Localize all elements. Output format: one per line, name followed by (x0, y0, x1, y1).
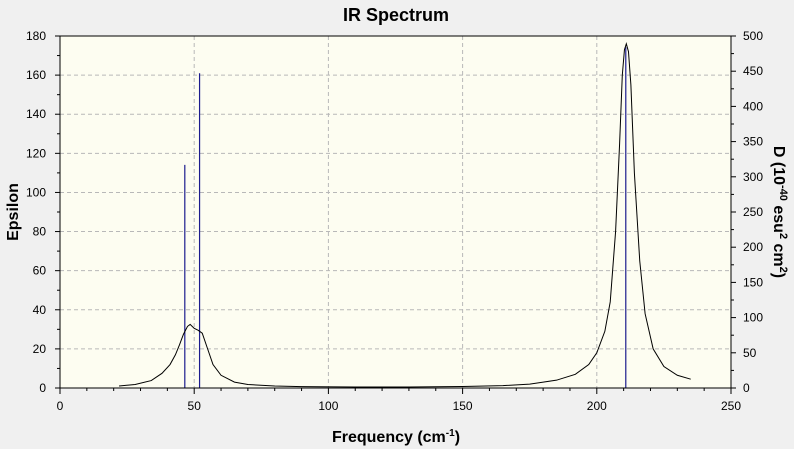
y2-label-part: ) (770, 273, 787, 278)
x-axis-label-end: ) (455, 429, 460, 446)
x-axis-label: Frequency (cm-1) (332, 428, 460, 446)
y2-tick-label: 500 (743, 29, 763, 43)
x-tick-label: 200 (587, 399, 607, 413)
y2-axis-ticks: 0 50 100 150 200 250 300 350 400 450 500 (731, 29, 763, 395)
x-tick-label: 0 (57, 399, 64, 413)
y2-tick-label: 350 (743, 135, 763, 149)
y2-tick-label: 150 (743, 275, 763, 289)
y2-label-part: cm (770, 239, 787, 267)
y-axis-ticks: 0 20 40 60 80 100 120 140 160 180 (26, 29, 60, 395)
stick-spectrum (184, 47, 627, 388)
y2-tick-label: 200 (743, 240, 763, 254)
y2-tick-label: 0 (743, 381, 750, 395)
y-tick-label: 20 (33, 342, 47, 356)
y2-label-part: D (10 (770, 146, 787, 185)
x-tick-label: 250 (721, 399, 741, 413)
x-axis-ticks: 0 50 100 150 200 250 (57, 388, 741, 413)
y2-label-part: 2 (777, 233, 789, 239)
y-tick-label: 160 (26, 68, 46, 82)
y2-tick-label: 50 (743, 346, 757, 360)
grid-lines (60, 36, 731, 388)
x-axis-label-superscript: -1 (446, 428, 455, 439)
x-axis-label-text: Frequency (cm (332, 429, 446, 446)
plot-area (59, 35, 732, 389)
y-tick-label: 80 (33, 225, 47, 239)
y-tick-label: 40 (33, 303, 47, 317)
y-axis-label: Epsilon (5, 183, 22, 241)
y-tick-label: 120 (26, 146, 46, 160)
y-tick-label: 180 (26, 29, 46, 43)
y2-label-part: 2 (777, 267, 789, 273)
x-tick-label: 150 (453, 399, 473, 413)
y-tick-label: 140 (26, 107, 46, 121)
plot-frame (59, 35, 732, 389)
chart-title: IR Spectrum (343, 5, 449, 25)
y2-axis-label: D (10-40 esu2 cm2) (770, 146, 789, 278)
y2-tick-label: 250 (743, 205, 763, 219)
y2-tick-label: 100 (743, 311, 763, 325)
x-tick-label: 50 (188, 399, 202, 413)
y-tick-label: 0 (39, 381, 46, 395)
y-tick-label: 60 (33, 264, 47, 278)
y-tick-label: 100 (26, 185, 46, 199)
y2-label-part: esu (770, 201, 787, 233)
spectrum-curve (119, 42, 691, 388)
y2-tick-label: 300 (743, 170, 763, 184)
x-tick-label: 100 (318, 399, 338, 413)
y2-tick-label: 450 (743, 64, 763, 78)
y2-label-part: -40 (777, 185, 789, 201)
y2-tick-label: 400 (743, 99, 763, 113)
